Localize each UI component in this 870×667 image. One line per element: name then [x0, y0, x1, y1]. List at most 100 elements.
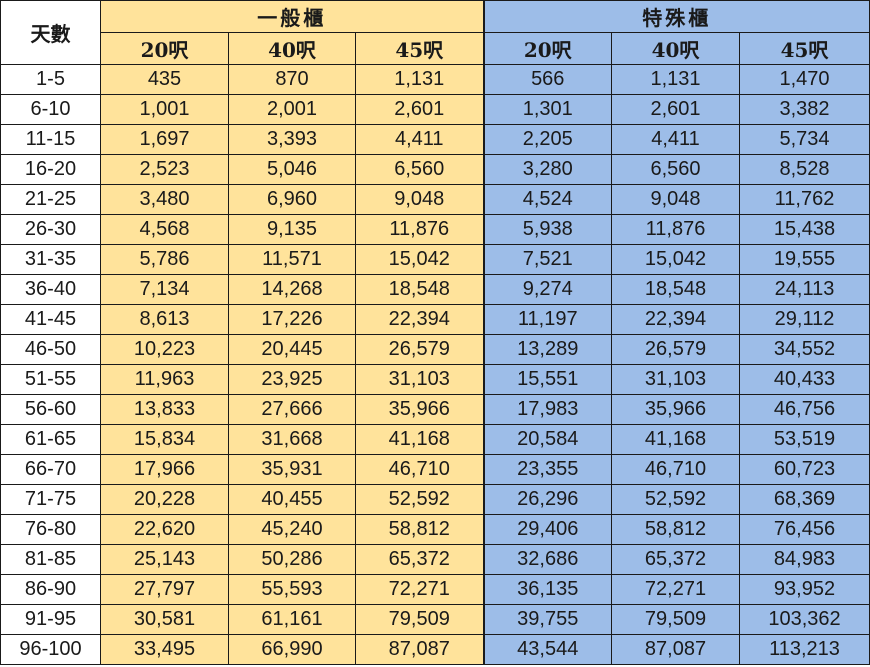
- days-range-cell: 21-25: [0, 184, 101, 215]
- general-fee-cell: 27,797: [100, 574, 229, 605]
- special-fee-cell: 15,042: [611, 244, 740, 275]
- days-range-cell: 31-35: [0, 244, 101, 275]
- special-container-header: 特殊櫃: [483, 0, 870, 33]
- general-fee-cell: 46,710: [355, 454, 485, 485]
- general-fee-cell: 20,228: [100, 484, 229, 515]
- general-fee-cell: 9,048: [355, 184, 485, 215]
- general-fee-cell: 58,812: [355, 514, 485, 545]
- special-fee-cell: 32,686: [483, 544, 612, 575]
- special-fee-cell: 113,213: [739, 634, 870, 665]
- general-fee-cell: 2,001: [228, 94, 356, 125]
- general-fee-cell: 1,131: [355, 64, 485, 95]
- special-fee-cell: 8,528: [739, 154, 870, 185]
- special-fee-cell: 4,524: [483, 184, 612, 215]
- special-size-20-header: 20呎: [483, 32, 612, 65]
- special-fee-cell: 60,723: [739, 454, 870, 485]
- general-fee-cell: 40,455: [228, 484, 356, 515]
- special-fee-cell: 11,762: [739, 184, 870, 215]
- special-fee-cell: 46,756: [739, 394, 870, 425]
- general-fee-cell: 65,372: [355, 544, 485, 575]
- general-fee-cell: 26,579: [355, 334, 485, 365]
- table-row: 6-10 1,001 2,001 2,601 1,301 2,601 3,382: [0, 94, 870, 125]
- special-fee-cell: 46,710: [611, 454, 740, 485]
- general-fee-cell: 17,966: [100, 454, 229, 485]
- special-fee-cell: 35,966: [611, 394, 740, 425]
- general-fee-cell: 15,042: [355, 244, 485, 275]
- special-fee-cell: 53,519: [739, 424, 870, 455]
- general-fee-cell: 20,445: [228, 334, 356, 365]
- general-fee-cell: 870: [228, 64, 356, 95]
- days-range-cell: 56-60: [0, 394, 101, 425]
- special-fee-cell: 36,135: [483, 574, 612, 605]
- general-fee-cell: 55,593: [228, 574, 356, 605]
- general-fee-cell: 11,963: [100, 364, 229, 395]
- special-fee-cell: 2,601: [611, 94, 740, 125]
- general-fee-cell: 14,268: [228, 274, 356, 305]
- general-fee-cell: 18,548: [355, 274, 485, 305]
- table-row: 11-15 1,697 3,393 4,411 2,205 4,411 5,734: [0, 124, 870, 155]
- special-size-40-header: 40呎: [611, 32, 740, 65]
- special-fee-cell: 1,131: [611, 64, 740, 95]
- days-range-cell: 86-90: [0, 574, 101, 605]
- table-row: 41-45 8,613 17,226 22,394 11,197 22,394 29,112: [0, 304, 870, 335]
- table-row: 51-55 11,963 23,925 31,103 15,551 31,103 40,43…: [0, 364, 870, 395]
- general-fee-cell: 5,046: [228, 154, 356, 185]
- table-row: 86-90 27,797 55,593 72,271 36,135 72,271 93,95…: [0, 574, 870, 605]
- special-fee-cell: 22,394: [611, 304, 740, 335]
- general-fee-cell: 31,103: [355, 364, 485, 395]
- general-fee-cell: 22,394: [355, 304, 485, 335]
- special-fee-cell: 39,755: [483, 604, 612, 635]
- special-fee-cell: 2,205: [483, 124, 612, 155]
- table-row: 16-20 2,523 5,046 6,560 3,280 6,560 8,528: [0, 154, 870, 185]
- general-fee-cell: 35,931: [228, 454, 356, 485]
- special-fee-cell: 4,411: [611, 124, 740, 155]
- special-fee-cell: 6,560: [611, 154, 740, 185]
- special-fee-cell: 18,548: [611, 274, 740, 305]
- general-fee-cell: 27,666: [228, 394, 356, 425]
- special-fee-cell: 3,280: [483, 154, 612, 185]
- special-fee-cell: 87,087: [611, 634, 740, 665]
- special-fee-cell: 31,103: [611, 364, 740, 395]
- general-fee-cell: 30,581: [100, 604, 229, 635]
- table-row: 21-25 3,480 6,960 9,048 4,524 9,048 11,762: [0, 184, 870, 215]
- special-fee-cell: 9,274: [483, 274, 612, 305]
- special-fee-cell: 1,470: [739, 64, 870, 95]
- general-size-20-header: 20呎: [100, 32, 229, 65]
- special-fee-cell: 72,271: [611, 574, 740, 605]
- special-fee-cell: 79,509: [611, 604, 740, 635]
- days-range-cell: 36-40: [0, 274, 101, 305]
- general-fee-cell: 6,560: [355, 154, 485, 185]
- general-fee-cell: 52,592: [355, 484, 485, 515]
- special-fee-cell: 93,952: [739, 574, 870, 605]
- days-range-cell: 61-65: [0, 424, 101, 455]
- general-fee-cell: 35,966: [355, 394, 485, 425]
- table-row: 61-65 15,834 31,668 41,168 20,584 41,168 53,51…: [0, 424, 870, 455]
- table-row: 96-100 33,495 66,990 87,087 43,544 87,087 113,…: [0, 634, 870, 665]
- special-fee-cell: 84,983: [739, 544, 870, 575]
- general-fee-cell: 33,495: [100, 634, 229, 665]
- special-fee-cell: 34,552: [739, 334, 870, 365]
- general-fee-cell: 8,613: [100, 304, 229, 335]
- table-row: 66-70 17,966 35,931 46,710 23,355 46,710 60,72…: [0, 454, 870, 485]
- general-fee-cell: 435: [100, 64, 229, 95]
- special-fee-cell: 17,983: [483, 394, 612, 425]
- general-fee-cell: 4,411: [355, 124, 485, 155]
- special-fee-cell: 566: [483, 64, 612, 95]
- general-fee-cell: 11,571: [228, 244, 356, 275]
- table-row: 46-50 10,223 20,445 26,579 13,289 26,579 34,55…: [0, 334, 870, 365]
- special-fee-cell: 15,551: [483, 364, 612, 395]
- general-fee-cell: 50,286: [228, 544, 356, 575]
- days-range-cell: 66-70: [0, 454, 101, 485]
- general-fee-cell: 6,960: [228, 184, 356, 215]
- general-fee-cell: 45,240: [228, 514, 356, 545]
- table-body: 1-5 435 870 1,131 566 1,131 1,470 6-10 1,001 2,00…: [0, 64, 870, 665]
- special-fee-cell: 9,048: [611, 184, 740, 215]
- general-fee-cell: 17,226: [228, 304, 356, 335]
- days-range-cell: 26-30: [0, 214, 101, 245]
- special-fee-cell: 26,579: [611, 334, 740, 365]
- general-fee-cell: 2,601: [355, 94, 485, 125]
- general-fee-cell: 2,523: [100, 154, 229, 185]
- general-fee-cell: 1,697: [100, 124, 229, 155]
- general-fee-cell: 25,143: [100, 544, 229, 575]
